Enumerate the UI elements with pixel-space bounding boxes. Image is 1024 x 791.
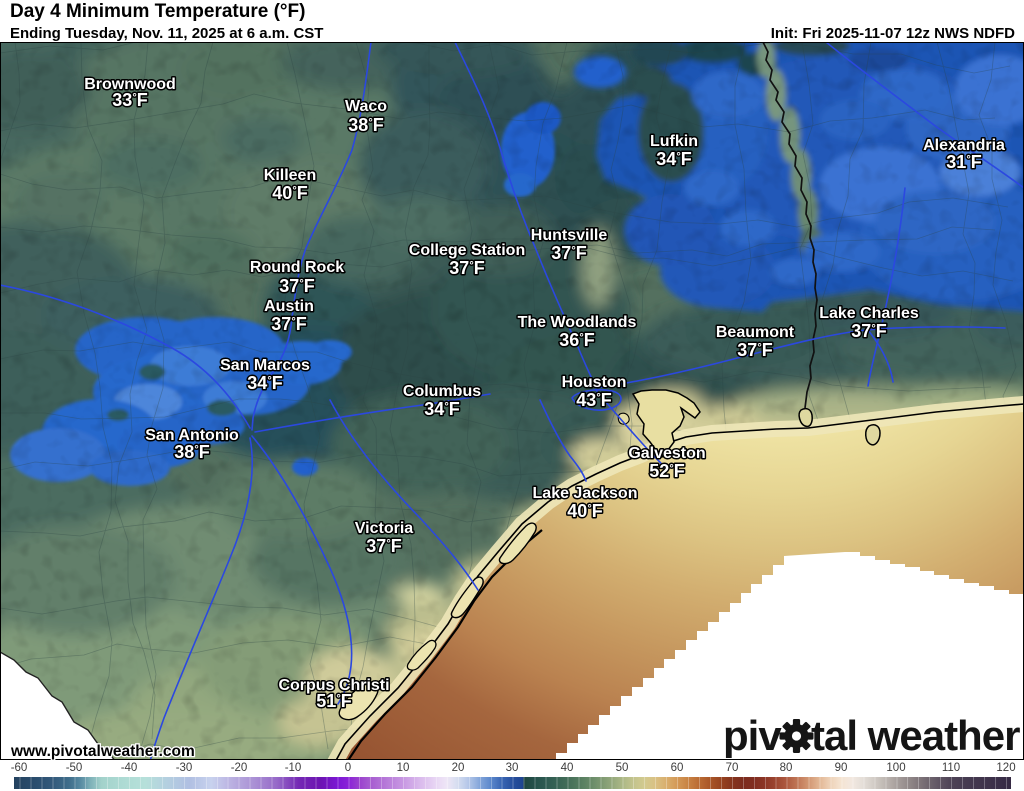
svg-text:34°F: 34°F	[656, 149, 691, 169]
svg-text:Victoria: Victoria	[355, 520, 414, 537]
svg-text:34°F: 34°F	[247, 373, 282, 393]
svg-text:51°F: 51°F	[316, 691, 351, 711]
svg-text:Beaumont: Beaumont	[716, 324, 795, 341]
svg-text:Lufkin: Lufkin	[650, 133, 698, 150]
svg-text:Galveston: Galveston	[628, 445, 705, 462]
svg-text:Lake Charles: Lake Charles	[819, 305, 919, 322]
svg-text:52°F: 52°F	[649, 461, 684, 481]
svg-text:43°F: 43°F	[576, 390, 611, 410]
svg-text:Lake Jackson: Lake Jackson	[533, 485, 638, 502]
svg-text:Columbus: Columbus	[403, 383, 481, 400]
svg-text:San Marcos: San Marcos	[220, 357, 310, 374]
svg-text:37°F: 37°F	[737, 340, 772, 360]
svg-text:33°F: 33°F	[112, 90, 147, 110]
svg-text:Houston: Houston	[562, 374, 627, 391]
svg-text:The Woodlands: The Woodlands	[518, 314, 637, 331]
svg-text:Austin: Austin	[264, 298, 314, 315]
svg-text:38°F: 38°F	[348, 115, 383, 135]
svg-text:Round Rock: Round Rock	[250, 259, 344, 276]
svg-text:Huntsville: Huntsville	[531, 227, 608, 244]
svg-text:37°F: 37°F	[279, 276, 314, 296]
svg-text:38°F: 38°F	[174, 442, 209, 462]
svg-text:37°F: 37°F	[851, 321, 886, 341]
svg-text:31°F: 31°F	[946, 152, 981, 172]
svg-text:Brownwood: Brownwood	[84, 76, 176, 93]
svg-text:36°F: 36°F	[559, 330, 594, 350]
svg-text:College Station: College Station	[409, 242, 525, 259]
svg-text:San Antonio: San Antonio	[145, 427, 239, 444]
svg-text:37°F: 37°F	[271, 314, 306, 334]
svg-text:Killeen: Killeen	[264, 167, 316, 184]
svg-text:37°F: 37°F	[449, 258, 484, 278]
svg-text:Waco: Waco	[345, 98, 387, 115]
svg-text:www.pivotalweather.com: www.pivotalweather.com	[10, 743, 195, 760]
svg-text:Alexandria: Alexandria	[923, 137, 1005, 154]
svg-text:tal weather: tal weather	[811, 712, 1020, 758]
svg-text:34°F: 34°F	[424, 399, 459, 419]
svg-text:40°F: 40°F	[272, 183, 307, 203]
svg-text:37°F: 37°F	[551, 243, 586, 263]
svg-text:37°F: 37°F	[366, 536, 401, 556]
svg-text:piv: piv	[723, 712, 782, 758]
svg-text:Corpus Christi: Corpus Christi	[278, 677, 389, 694]
svg-text:40°F: 40°F	[567, 501, 602, 521]
